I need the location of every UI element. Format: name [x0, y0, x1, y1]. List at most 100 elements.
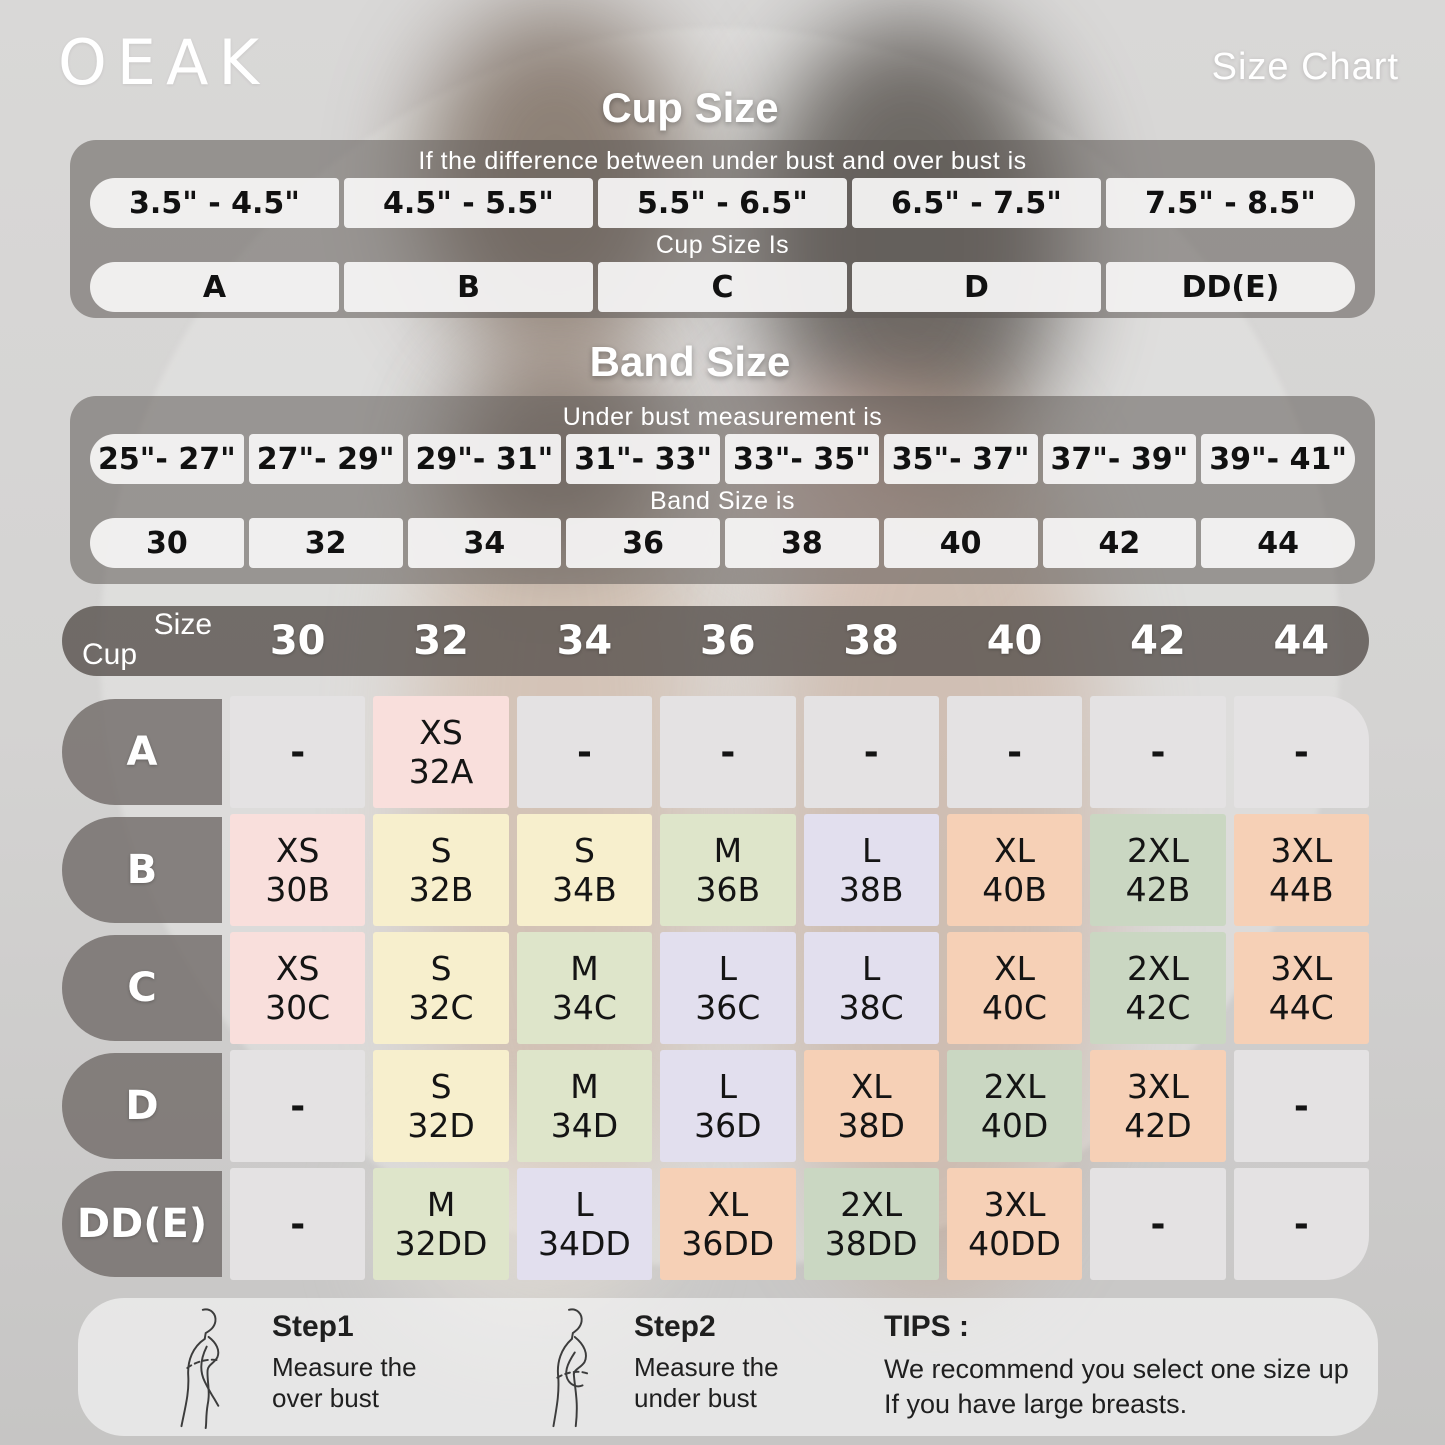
- cup-difference-cell: 6.5" - 7.5": [852, 178, 1101, 228]
- size-code: 32A: [408, 752, 474, 791]
- size-cell: 2XL 42C: [1090, 932, 1226, 1044]
- cup-difference-cell: 7.5" - 8.5": [1106, 178, 1355, 228]
- size-label: S: [430, 831, 452, 870]
- step1-title: Step1: [272, 1310, 354, 1343]
- size-label: XL: [994, 949, 1036, 988]
- size-code: 40C: [982, 988, 1048, 1027]
- size-label: L: [718, 949, 737, 988]
- size-label: 2XL: [840, 1185, 903, 1224]
- size-code: 34DD: [538, 1224, 631, 1263]
- matrix-row: DD(E) - M 32DD L 34DD XL 36DD 2XL 38DD 3XL 40DD - -: [62, 1168, 1369, 1280]
- size-cell: L 38C: [803, 932, 939, 1044]
- size-cell: M 36B: [660, 814, 796, 926]
- cup-letter-cell: C: [598, 262, 847, 312]
- size-cell: -: [1090, 696, 1226, 808]
- matrix-row: B XS 30B S 32B S 34B M 36B L 38B XL 40B 2XL 42B 3XL 44B: [62, 814, 1369, 926]
- size-cell: L 38B: [803, 814, 939, 926]
- corner-size-label: Size: [153, 608, 212, 641]
- size-cell: -: [1233, 1168, 1369, 1280]
- cup-size-panel: If the difference between under bust and…: [70, 140, 1375, 318]
- size-code: 30B: [265, 870, 330, 909]
- cup-row-label: B: [62, 817, 222, 923]
- cup-size-title: Cup Size: [601, 84, 779, 131]
- size-cell: XL 36DD: [660, 1168, 796, 1280]
- band-size-panel: Under bust measurement is 25"- 27" 27"- 2…: [70, 396, 1375, 584]
- matrix-column-header: 34: [556, 618, 613, 664]
- size-cell: -: [1090, 1168, 1226, 1280]
- cup-letter-cell: DD(E): [1106, 262, 1355, 312]
- size-code: 38C: [838, 988, 904, 1027]
- size-code: 34D: [550, 1106, 619, 1145]
- size-label: 3XL: [983, 1185, 1046, 1224]
- measure-under-bust-icon: [552, 1308, 590, 1428]
- size-label: 2XL: [983, 1067, 1046, 1106]
- size-label: 3XL: [1126, 1067, 1189, 1106]
- cup-row-label: DD(E): [62, 1171, 222, 1277]
- size-label: 3XL: [1270, 831, 1333, 870]
- step1-block: Step1 Measure the over bust: [272, 1310, 417, 1414]
- size-cell: -: [230, 696, 366, 808]
- size-label: S: [573, 831, 595, 870]
- cup-row-label: D: [62, 1053, 222, 1159]
- size-cell: XL 38D: [803, 1050, 939, 1162]
- size-code: 38D: [837, 1106, 905, 1145]
- size-label: XS: [275, 949, 320, 988]
- matrix-column-header: 38: [843, 618, 900, 664]
- size-cell: S 32B: [373, 814, 509, 926]
- tips-line2: If you have large breasts.: [884, 1389, 1188, 1419]
- cup-difference-cell: 3.5" - 4.5": [90, 178, 339, 228]
- size-cell: XL 40C: [946, 932, 1083, 1044]
- cup-row-label: C: [62, 935, 222, 1041]
- matrix-body: A - XS 32A - - - - - - B XS 30B S 32B S 34B M 36B L 38B XL 40B…: [62, 696, 1369, 1280]
- size-cell: S 34B: [516, 814, 653, 926]
- cup-difference-cell: 4.5" - 5.5": [344, 178, 593, 228]
- corner-cup-label: Cup: [82, 638, 138, 671]
- cup-row-label: A: [62, 699, 222, 805]
- size-matrix: Size Cup 30 32 34 36 38 40 42 44 A - XS 32A - - - - - - B…: [62, 606, 1369, 1286]
- size-cell: S 32C: [373, 932, 509, 1044]
- matrix-column-header: 44: [1273, 618, 1330, 664]
- band-number-cell: 38: [725, 518, 879, 568]
- size-label: L: [718, 1067, 737, 1106]
- step1-line2: over bust: [272, 1383, 379, 1413]
- size-label: M: [426, 1185, 456, 1224]
- cup-letters-row: A B C D DD(E): [90, 262, 1355, 312]
- band-number-cell: 32: [248, 518, 403, 568]
- size-code: 30C: [265, 988, 331, 1027]
- size-cell: XS 30C: [230, 932, 366, 1044]
- step2-title: Step2: [634, 1310, 716, 1343]
- band-range-cell: 29"- 31": [407, 434, 562, 484]
- matrix-column-header: 42: [1130, 618, 1186, 664]
- size-code: 32B: [408, 870, 474, 909]
- cup-letter-cell: D: [852, 262, 1101, 312]
- cup-difference-row: 3.5" - 4.5" 4.5" - 5.5" 5.5" - 6.5" 6.5" - …: [90, 178, 1355, 228]
- size-label: S: [430, 949, 452, 988]
- size-code: 36C: [695, 988, 761, 1027]
- cup-size-instruction: If the difference between under bust and…: [418, 147, 1027, 175]
- step2-block: Step2 Measure the under bust: [634, 1310, 779, 1414]
- size-cell: L 36C: [660, 932, 796, 1044]
- size-label: L: [861, 831, 881, 870]
- size-label: M: [713, 831, 743, 870]
- size-code: 34C: [551, 988, 617, 1027]
- band-number-cell: 36: [566, 518, 720, 568]
- size-code: 36DD: [681, 1224, 775, 1263]
- size-cell: 3XL 40DD: [946, 1168, 1083, 1280]
- band-size-result-label: Band Size is: [650, 487, 795, 515]
- size-label: XL: [850, 1067, 892, 1106]
- band-size-title: Band Size: [589, 338, 791, 385]
- step2-text: Measure the under bust: [634, 1352, 779, 1414]
- band-range-cell: 27"- 29": [248, 434, 403, 484]
- cup-letter-cell: A: [90, 262, 339, 312]
- matrix-column-header: 32: [413, 618, 469, 664]
- size-cell: -: [1233, 1050, 1369, 1162]
- step1-text: Measure the over bust: [272, 1352, 417, 1414]
- tips-block: TIPS : We recommend you select one size …: [884, 1310, 1349, 1422]
- size-code: 40D: [980, 1106, 1049, 1145]
- band-numbers-row: 30 32 34 36 38 40 42 44: [90, 518, 1355, 568]
- size-cell: -: [1233, 696, 1369, 808]
- matrix-corner-label: Size Cup: [62, 606, 222, 676]
- band-range-cell: 31"- 33": [566, 434, 720, 484]
- size-code: 44B: [1268, 870, 1334, 909]
